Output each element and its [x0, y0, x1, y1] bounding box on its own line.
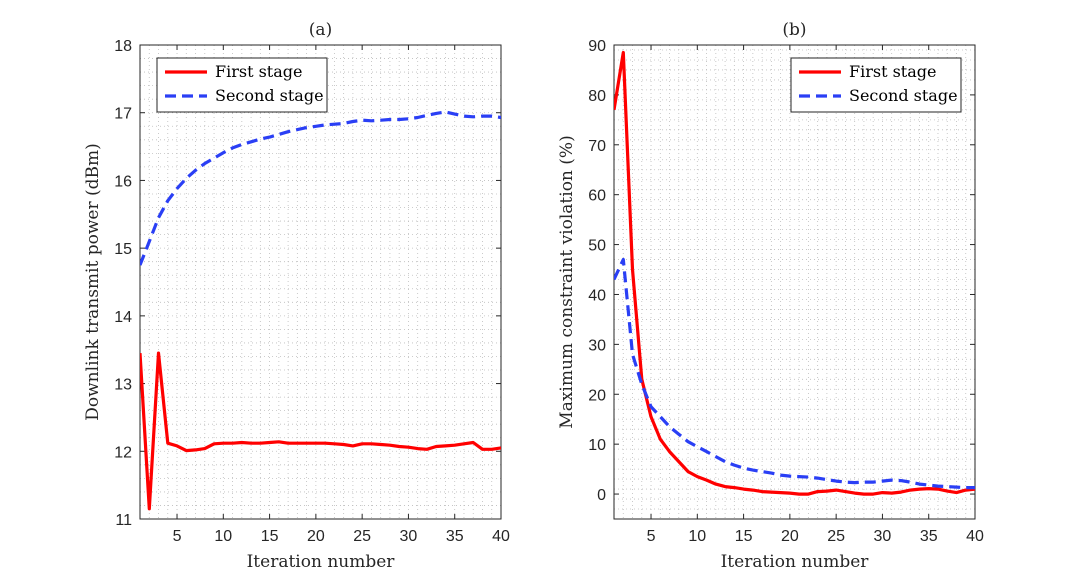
chart-a: 5 10 15 20 25 30 35 40 11 12 13 14 15 16 17 18 (a) Iterat… — [83, 20, 510, 572]
chart-title: (b) — [782, 20, 806, 40]
x-tick-label: 5 — [173, 528, 182, 545]
legend-label: First stage — [849, 62, 936, 81]
x-tick-label: 15 — [261, 528, 279, 545]
x-tick-label: 25 — [353, 528, 371, 545]
y-tick-label: 70 — [588, 138, 606, 155]
x-tick-label: 30 — [400, 528, 418, 545]
x-tick-label: 5 — [647, 528, 656, 545]
legend: First stage Second stage — [790, 57, 962, 113]
y-axis-label: Downlink transmit power (dBm) — [83, 143, 103, 420]
x-tick-label: 20 — [307, 528, 325, 545]
y-tick-label: 12 — [114, 444, 132, 461]
x-tick-label: 30 — [874, 528, 892, 545]
y-tick-label: 0 — [597, 487, 606, 504]
y-tick-label: 18 — [114, 38, 132, 55]
y-tick-label: 14 — [114, 309, 132, 326]
legend-label: Second stage — [849, 86, 958, 105]
x-tick-label: 25 — [827, 528, 845, 545]
x-tick-label: 40 — [966, 528, 984, 545]
plot-area — [614, 45, 975, 519]
legend-box — [790, 57, 962, 113]
x-tick-label: 35 — [446, 528, 464, 545]
axes-box — [139, 44, 502, 520]
y-tick-label: 40 — [588, 287, 606, 304]
legend-label: Second stage — [215, 86, 324, 105]
y-tick-label: 16 — [114, 173, 132, 190]
series-line-second-stage — [140, 110, 501, 266]
series-line-second-stage — [614, 257, 975, 490]
y-tick-label: 30 — [588, 337, 606, 354]
x-tick-label: 10 — [688, 528, 706, 545]
x-tick-label: 35 — [920, 528, 938, 545]
y-axis-label: Maximum constraint violation (%) — [557, 135, 577, 428]
y-tick-label: 11 — [115, 512, 132, 529]
y-tick-label: 17 — [114, 106, 132, 123]
y-tick-label: 20 — [588, 387, 606, 404]
axes-box — [613, 44, 976, 520]
y-tick-label: 10 — [588, 437, 606, 454]
x-tick-label: 10 — [214, 528, 232, 545]
x-axis-label: Iteration number — [247, 552, 396, 572]
y-tick-label: 15 — [114, 241, 132, 258]
y-tick-label: 80 — [588, 88, 606, 105]
chart-title: (a) — [309, 20, 332, 40]
x-axis-label: Iteration number — [721, 552, 870, 572]
x-tick-label: 40 — [492, 528, 510, 545]
y-tick-label: 50 — [588, 238, 606, 255]
legend: First stage Second stage — [156, 57, 328, 113]
grid — [140, 45, 501, 519]
y-tick-label: 90 — [588, 38, 606, 55]
series-line-first-stage — [140, 351, 501, 511]
x-tick-label: 15 — [735, 528, 753, 545]
legend-box — [156, 57, 328, 113]
y-tick-label: 60 — [588, 188, 606, 205]
y-tick-label: 13 — [114, 377, 132, 394]
plot-area — [140, 45, 501, 519]
legend-label: First stage — [215, 62, 302, 81]
chart-b: 5 10 15 20 25 30 35 40 0 10 20 30 40 50 60 70 80 90 (b) Ite… — [557, 20, 984, 572]
series-line-first-stage — [614, 50, 975, 496]
x-tick-label: 20 — [781, 528, 799, 545]
